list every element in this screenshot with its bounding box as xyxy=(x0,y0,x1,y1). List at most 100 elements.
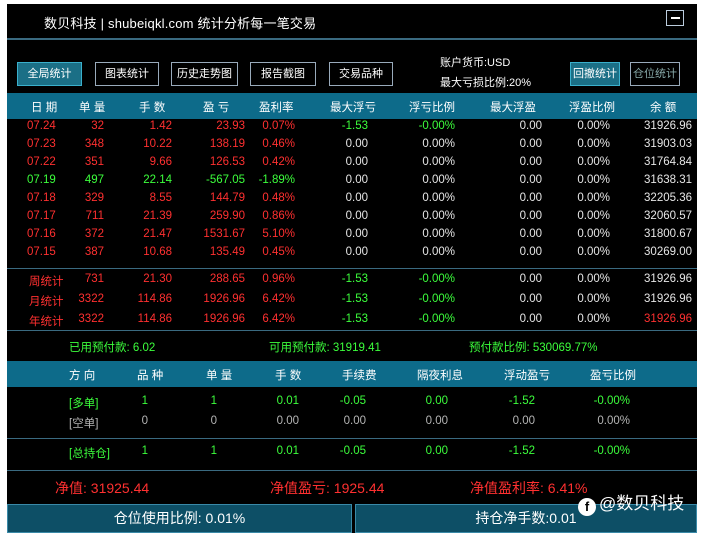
table-cell: 0.00% xyxy=(577,313,610,325)
table-cell: 07.17 xyxy=(27,210,56,222)
table-cell: 114.86 xyxy=(137,313,172,325)
minus-icon xyxy=(671,17,680,19)
column-header: 隔夜利息 xyxy=(417,370,463,382)
table-cell: 711 xyxy=(85,210,104,222)
minimize-button[interactable] xyxy=(666,10,684,26)
table-cell: -0.00% xyxy=(593,445,630,457)
long-position-row: [多单] 1 1 0.01 -0.05 0.00 -1.52 -0.00% xyxy=(7,395,697,413)
table-cell: 0.00% xyxy=(577,156,610,168)
margin-ratio: 预付款比例: 530069.77% xyxy=(469,342,598,354)
table-cell: 0.00% xyxy=(422,156,455,168)
table-cell: 21.30 xyxy=(143,273,172,285)
table-cell: 10.68 xyxy=(143,246,172,258)
table-cell: 3322 xyxy=(78,293,104,305)
table-cell: -0.00% xyxy=(593,395,630,407)
table-cell: 0.00 xyxy=(276,415,299,427)
table-cell: 0.00 xyxy=(519,210,542,222)
summary-label: 年统计 xyxy=(29,316,64,328)
table-cell: 0.96% xyxy=(262,273,295,285)
equity-profit-rate: 净值盈利率: 6.41% xyxy=(470,480,588,496)
table-cell: 144.79 xyxy=(209,192,245,204)
trade-symbols-button[interactable]: 交易品种 xyxy=(329,62,393,86)
table-cell: 0.01 xyxy=(276,445,299,457)
table-cell: 9.66 xyxy=(149,156,172,168)
title-bar: 数贝科技 | shubeiqkl.com 统计分析每一笔交易 xyxy=(7,4,697,38)
table-cell: -0.00% xyxy=(418,273,455,285)
table-cell: 329 xyxy=(84,192,104,204)
table-cell: [多单] xyxy=(69,398,99,410)
table-cell: 0.45% xyxy=(262,246,295,258)
table-cell: 0.00 xyxy=(345,210,368,222)
table-cell: -1.53 xyxy=(341,120,368,132)
table-cell: 0.00 xyxy=(345,246,368,258)
equity-profit: 净值盈亏: 1925.44 xyxy=(270,480,385,496)
column-header: 日 期 xyxy=(31,102,58,114)
column-header: 最大浮盈 xyxy=(490,102,536,114)
table-cell: 07.23 xyxy=(27,138,56,150)
table-cell: 0.00% xyxy=(577,273,610,285)
report-screenshot-button[interactable]: 报告截图 xyxy=(250,62,316,86)
table-cell: 0.86% xyxy=(262,210,295,222)
table-cell: 31926.96 xyxy=(644,313,692,325)
table-cell: 0.00% xyxy=(577,246,610,258)
table-cell: 0.00 xyxy=(519,192,542,204)
table-cell: 0.00% xyxy=(422,174,455,186)
brand-logo-icon: f xyxy=(578,498,596,516)
account-currency: 账户货币:USD xyxy=(440,57,511,69)
positions-table-header: 方 向 品 种 单 量 手 数 手续费 隔夜利息 浮动盈亏 盈亏比例 xyxy=(7,361,697,387)
table-cell: 07.22 xyxy=(27,156,56,168)
table-cell: 07.18 xyxy=(27,192,56,204)
table-cell: 259.90 xyxy=(209,210,245,222)
max-loss-ratio: 最大亏损比例:20% xyxy=(440,77,532,89)
watermark-text: @数贝科技 xyxy=(599,494,685,513)
table-cell: 31764.84 xyxy=(644,156,692,168)
table-cell: 1 xyxy=(210,445,217,457)
table-cell: -1.52 xyxy=(508,395,535,407)
table-cell: 372 xyxy=(84,228,104,240)
table-cell: 0.48% xyxy=(262,192,295,204)
table-cell: 0.00% xyxy=(422,228,455,240)
table-cell: 23.93 xyxy=(216,120,245,132)
table-cell: 8.55 xyxy=(149,192,172,204)
table-cell: 0.00% xyxy=(577,210,610,222)
global-stats-button[interactable]: 全局统计 xyxy=(17,62,82,86)
table-cell: 0.00 xyxy=(519,273,542,285)
total-position-row: [总持仓] 1 1 0.01 -0.05 0.00 -1.52 -0.00% xyxy=(7,445,697,463)
drawdown-stats-button[interactable]: 回撤统计 xyxy=(570,62,620,86)
table-cell: -567.05 xyxy=(205,174,245,186)
table-cell: 348 xyxy=(84,138,104,150)
table-cell: 07.16 xyxy=(27,228,56,240)
table-cell: 497 xyxy=(84,174,104,186)
table-cell: -0.00% xyxy=(418,293,455,305)
position-stats-button[interactable]: 仓位统计 xyxy=(630,62,680,86)
table-cell: 0.42% xyxy=(262,156,295,168)
column-header: 手 数 xyxy=(275,370,302,382)
table-cell: 0.00 xyxy=(343,415,366,427)
column-header: 盈 亏 xyxy=(203,102,230,114)
table-cell: 0.00 xyxy=(519,246,542,258)
summary-row: 周统计 731 21.30 288.65 0.96% -1.53 -0.00% 0.00 0.0… xyxy=(7,273,697,291)
summary-label: 月统计 xyxy=(29,296,64,308)
table-cell: 31800.67 xyxy=(644,228,692,240)
table-cell: 07.15 xyxy=(27,246,56,258)
table-cell: 10.22 xyxy=(143,138,172,150)
table-cell: 21.39 xyxy=(143,210,172,222)
table-cell: 07.24 xyxy=(27,120,56,132)
chart-stats-button[interactable]: 图表统计 xyxy=(95,62,159,86)
table-cell: 288.65 xyxy=(209,273,245,285)
table-cell: 31926.96 xyxy=(644,273,692,285)
free-margin: 可用预付款: 31919.41 xyxy=(269,342,381,354)
table-cell: [总持仓] xyxy=(69,448,110,460)
table-cell: 0.00 xyxy=(519,156,542,168)
equity: 净值: 31925.44 xyxy=(55,480,150,496)
column-header: 方 向 xyxy=(69,370,96,382)
column-header: 单 量 xyxy=(79,102,106,114)
history-trend-button[interactable]: 历史走势图 xyxy=(171,62,238,86)
column-header: 手续费 xyxy=(342,370,377,382)
table-cell: -0.00% xyxy=(418,120,455,132)
column-header: 余 额 xyxy=(650,102,677,114)
table-cell: 0.00% xyxy=(422,192,455,204)
table-cell: 126.53 xyxy=(209,156,245,168)
table-cell: 0.00% xyxy=(577,228,610,240)
table-cell: 731 xyxy=(84,273,104,285)
